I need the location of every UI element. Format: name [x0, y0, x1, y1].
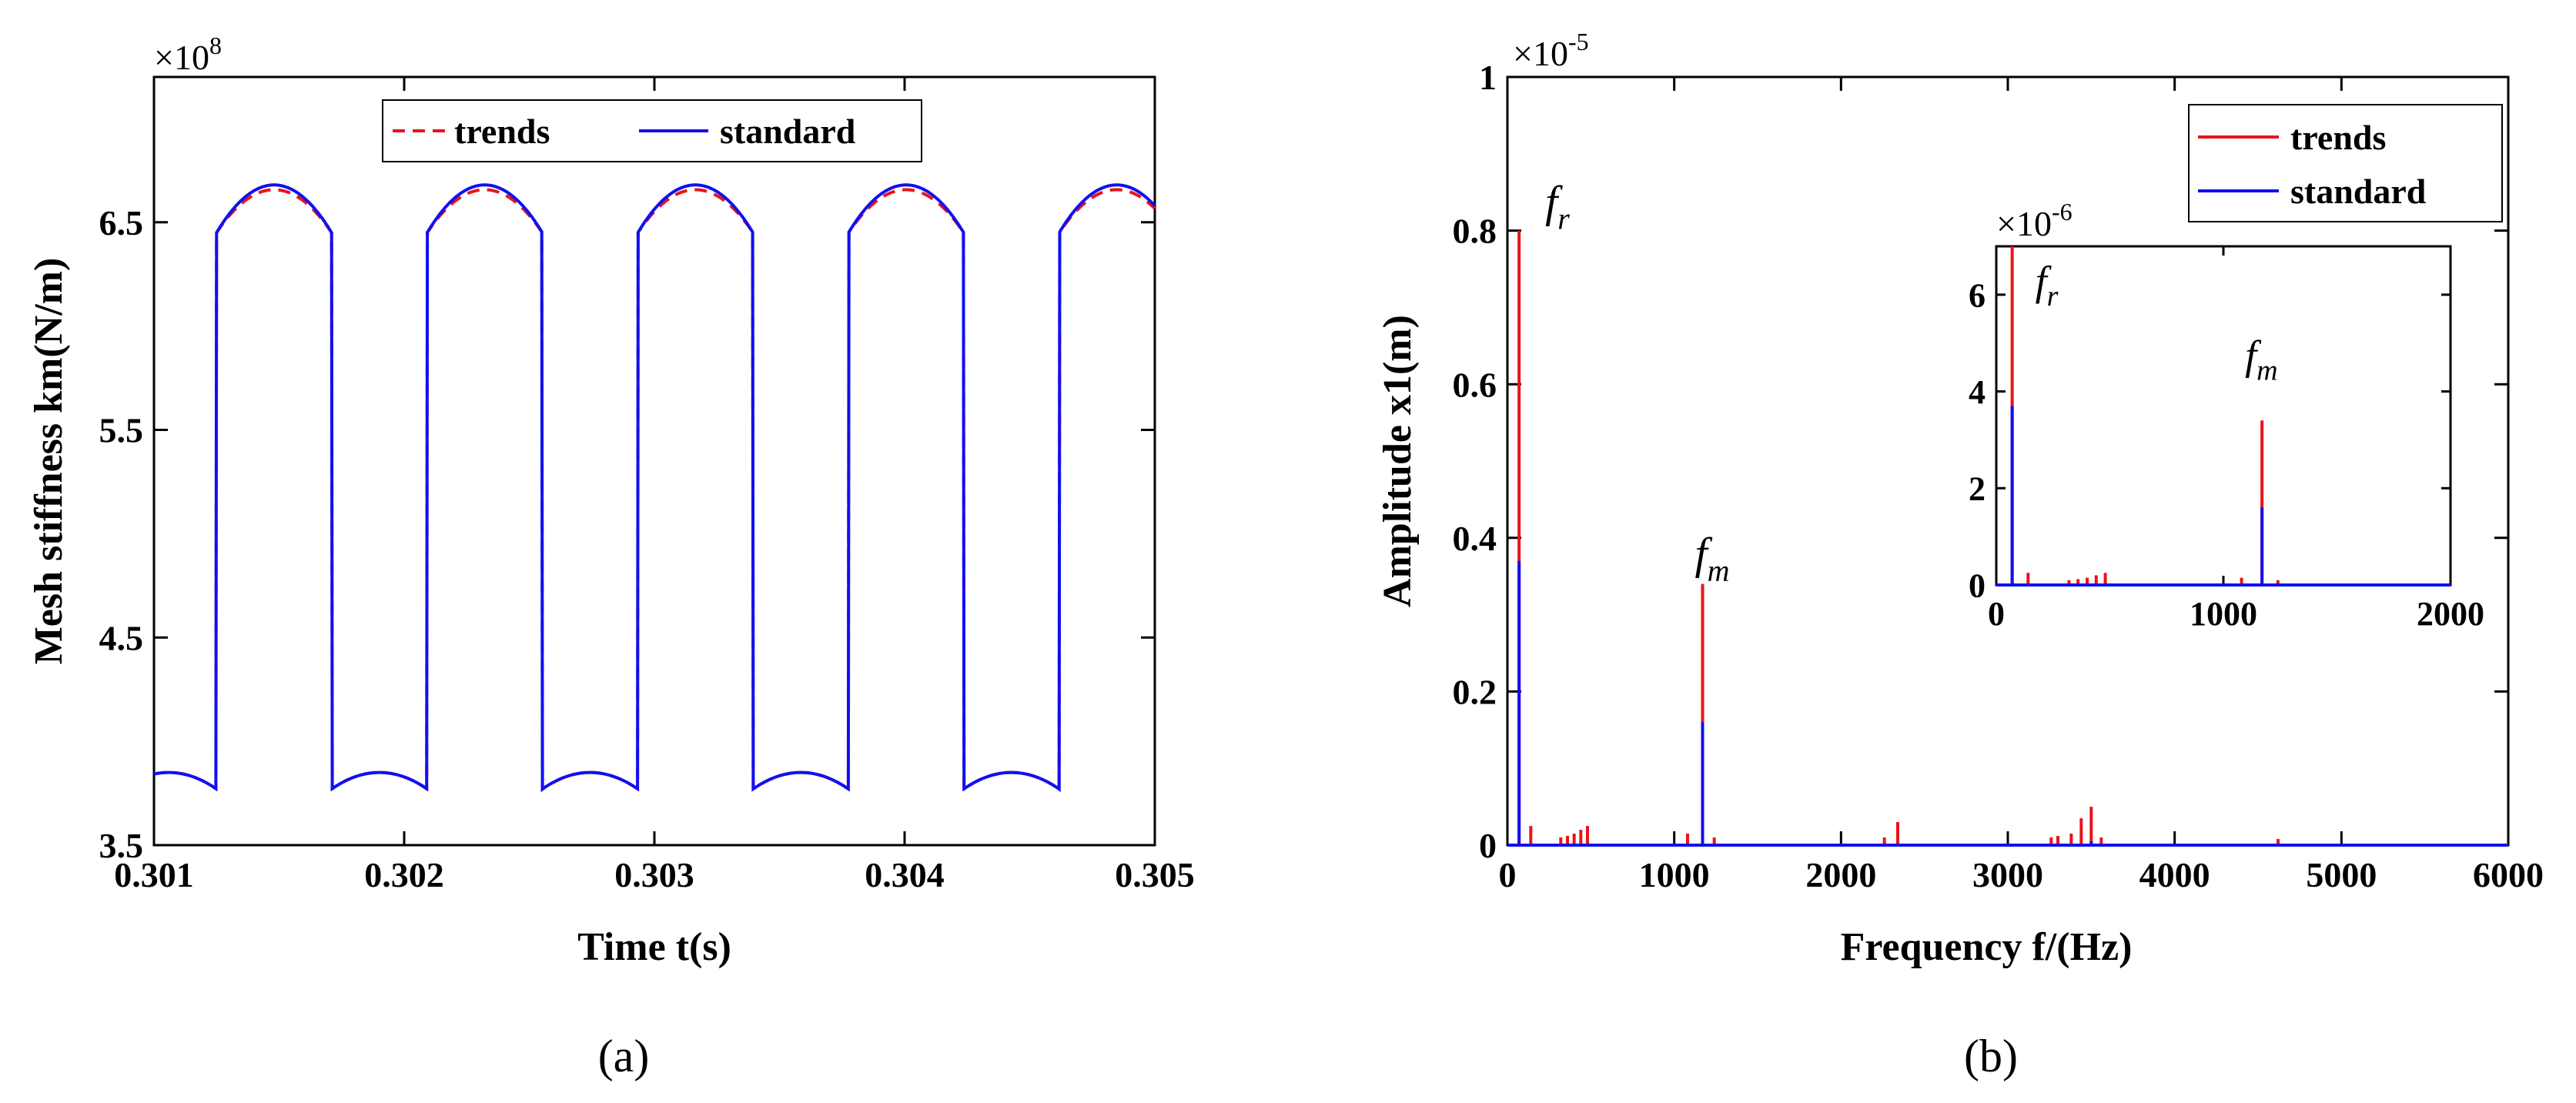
panel-b-y-tick-label: 0.6	[1453, 365, 1497, 404]
panel-b-multiplier-exp: -5	[1568, 28, 1589, 55]
inset-y-tick-label: 0	[1969, 567, 1986, 604]
panel-b-x-axis-label: Frequency f/(Hz)	[1841, 925, 2133, 969]
legend-b-standard-label: standard	[2290, 172, 2427, 211]
legend-b-trends-label: trends	[2290, 118, 2386, 157]
panel-b-multiplier: ×10-5	[1513, 28, 1589, 73]
inset-x-tick-label: 1000	[2190, 595, 2257, 633]
panel-a-x-axis-label: Time t(s)	[577, 925, 731, 969]
panel-a-multiplier: ×108	[154, 32, 222, 77]
panel-b-y-tick-label: 0.4	[1453, 519, 1497, 558]
legend-standard-label: standard	[720, 112, 856, 151]
panel-b-x-tick-label: 5000	[2306, 855, 2377, 894]
panel-b-x-tick-label: 6000	[2473, 855, 2544, 894]
panel-a-caption: (a)	[598, 1031, 650, 1081]
panel-b-legend: trends standard	[2188, 104, 2503, 222]
panel-a-y-tick-label: 4.5	[99, 618, 144, 657]
series-standard-line	[153, 183, 1156, 793]
panel-a-x-tick-label: 0.301	[114, 855, 194, 894]
panel-b-y-tick-label: 1	[1479, 58, 1497, 97]
panel-a-x-tick-label: 0.303	[614, 855, 694, 894]
panel-a-y-axis-label: Mesh stiffness km(N/m)	[27, 258, 71, 665]
inset-y-tick-label: 2	[1969, 470, 1986, 508]
inset-x-tick-label: 2000	[2417, 595, 2484, 633]
panel-b-x-tick-label: 3000	[1972, 855, 2043, 894]
panel-b-y-tick-label: 0.2	[1453, 673, 1497, 712]
inset-y-tick-label: 4	[1969, 373, 1986, 411]
panel-a-x-tick-label: 0.302	[364, 855, 444, 894]
panel-b-x-tick-label: 4000	[2139, 855, 2210, 894]
panel-a-x-tick-label: 0.304	[865, 855, 945, 894]
panel-b-x-tick-label: 0	[1499, 855, 1517, 894]
panel-a-y-tick-label: 5.5	[99, 411, 144, 450]
panel-b-x-tick-label: 2000	[1805, 855, 1876, 894]
panel-b-amplitude-spectrum: 0 1000 2000 3000 4000 5000 600000.20.40.60.81 …	[1376, 28, 2544, 1081]
inset-multiplier-exp: -6	[2052, 198, 2073, 226]
panel-a-mesh-stiffness: 0.301 0.302 0.303 0.304 0.305 3.5 4.5 5.5 6.5 ×1…	[27, 32, 1195, 1081]
panel-a-y-tick-label: 3.5	[99, 826, 144, 865]
panel-b-y-axis-label: Amplitude x1(m)	[1376, 315, 1420, 607]
inset-frame	[1995, 245, 2452, 587]
panel-b-caption: (b)	[1964, 1031, 2018, 1081]
panel-a-legend: trends standard	[382, 99, 922, 162]
panel-a-plot-frame	[152, 75, 1156, 847]
panel-a-x-tick-label: 0.305	[1115, 855, 1195, 894]
legend-trends-label: trends	[454, 112, 550, 151]
panel-a-multiplier-exp: 8	[209, 32, 222, 59]
panel-b-y-tick-label: 0	[1479, 826, 1497, 865]
panel-b-x-tick-label: 1000	[1639, 855, 1710, 894]
inset-x-tick-label: 0	[1988, 595, 2005, 633]
panel-a-y-tick-label: 6.5	[99, 203, 144, 242]
inset-y-tick-label: 6	[1969, 276, 1986, 314]
panel-b-y-tick-label: 0.8	[1453, 212, 1497, 251]
inset-multiplier: ×10-6	[1996, 198, 2073, 243]
